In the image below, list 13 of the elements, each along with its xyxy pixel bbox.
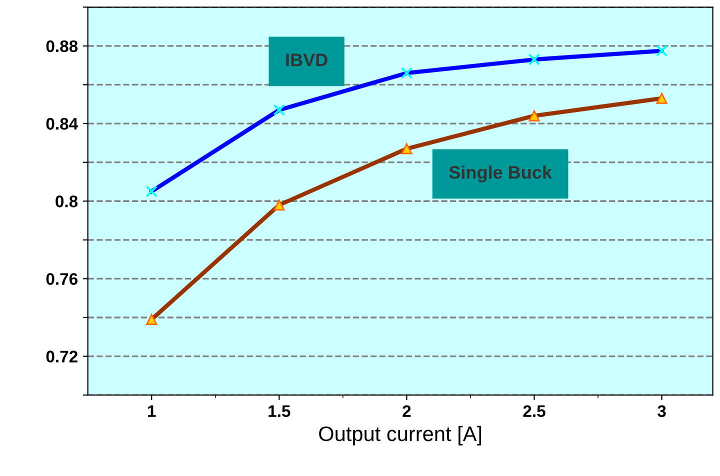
y-tick-label: 0.88: [46, 40, 78, 52]
x-tick-label: 1.5: [268, 405, 290, 418]
series-label: Single Buck: [449, 166, 552, 182]
y-tick-label: 0.72: [46, 350, 78, 362]
x-tick-label: 2.5: [523, 405, 546, 418]
x-axis-title: Output current [A]: [319, 426, 482, 446]
y-tick-label: 0.84: [46, 118, 78, 130]
x-tick-label: 2: [402, 405, 411, 417]
y-tick-label: 0.76: [46, 273, 78, 285]
y-tick-label: 0.8: [56, 196, 78, 208]
x-tick-label: 3: [658, 405, 666, 418]
series-label: IBVD: [286, 54, 328, 66]
x-tick-label: 1: [148, 405, 156, 417]
